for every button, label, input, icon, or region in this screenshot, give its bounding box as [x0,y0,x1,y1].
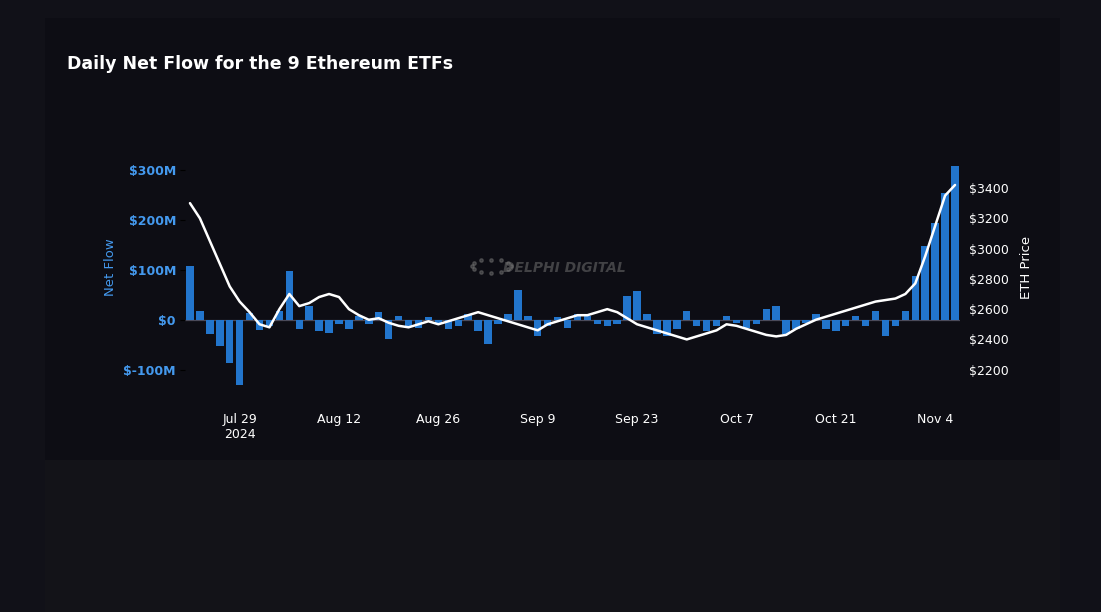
Bar [643,314,651,320]
Bar [504,314,512,320]
Y-axis label: Net Flow: Net Flow [103,239,117,296]
Bar [693,320,700,326]
Bar [574,314,581,320]
Bar [753,320,760,324]
Bar [356,316,362,320]
Bar [315,320,323,331]
Bar [475,320,482,331]
Point [185,315,203,324]
Bar [564,320,571,327]
Bar [663,320,671,336]
Bar [722,316,730,320]
Bar [415,320,422,327]
Bar [922,246,929,320]
Point [185,315,203,324]
Bar [763,309,770,320]
Bar [673,320,680,329]
Point [185,315,203,324]
Point [185,315,203,324]
Bar [465,314,472,320]
Bar [593,320,601,324]
Point [185,315,203,324]
Bar [385,320,392,339]
Point [185,315,203,324]
Bar [375,312,382,320]
Bar [633,291,641,320]
Bar [842,320,850,326]
Bar [653,320,661,334]
Bar [514,290,522,320]
Bar [892,320,900,326]
Bar [524,316,532,320]
Bar [445,320,453,329]
Bar [305,306,313,320]
Bar [246,313,253,320]
Bar [862,320,870,326]
Bar [733,320,740,323]
Bar [832,320,840,331]
Bar [702,320,710,331]
Bar [623,296,631,320]
Bar [455,320,462,326]
Bar [544,320,552,326]
Bar [186,266,194,320]
Bar [336,320,342,324]
Bar [236,320,243,385]
Y-axis label: ETH Price: ETH Price [1020,236,1033,299]
Bar [793,320,799,329]
Bar [275,311,283,320]
Text: DELPHI DIGITAL: DELPHI DIGITAL [503,261,626,275]
Bar [584,316,591,320]
Bar [196,311,204,320]
Bar [931,223,939,320]
Bar [803,320,809,323]
Point [185,315,203,324]
Bar [494,320,502,324]
Bar [912,276,919,320]
Bar [295,320,303,329]
Bar [366,320,372,324]
Bar [346,320,352,329]
Bar [285,271,293,320]
Point [185,315,203,324]
Bar [773,306,780,320]
Bar [941,193,949,320]
Bar [534,320,542,336]
Bar [255,320,263,330]
Bar [206,320,214,334]
Point [185,315,203,324]
Bar [712,320,720,326]
Bar [613,320,621,324]
Text: Daily Net Flow for the 9 Ethereum ETFs: Daily Net Flow for the 9 Ethereum ETFs [67,54,454,73]
Bar [484,320,492,344]
Bar [872,311,880,320]
Bar [902,311,909,320]
Bar [852,316,860,320]
Bar [743,320,750,327]
Bar [783,320,789,334]
Bar [265,320,273,326]
Point [185,315,203,324]
Bar [435,320,443,324]
Point [185,315,203,324]
Point [185,315,203,324]
Bar [822,320,829,329]
Bar [683,311,690,320]
Bar [603,320,611,326]
Bar [405,320,412,326]
Bar [425,317,433,320]
Bar [226,320,233,362]
Bar [882,320,890,336]
Bar [813,314,819,320]
Bar [395,316,402,320]
Bar [325,320,333,332]
Bar [951,166,959,320]
Bar [216,320,224,346]
Bar [554,317,562,320]
